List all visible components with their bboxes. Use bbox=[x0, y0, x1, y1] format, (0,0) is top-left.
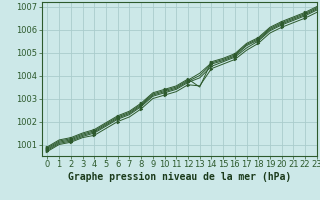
X-axis label: Graphe pression niveau de la mer (hPa): Graphe pression niveau de la mer (hPa) bbox=[68, 172, 291, 182]
